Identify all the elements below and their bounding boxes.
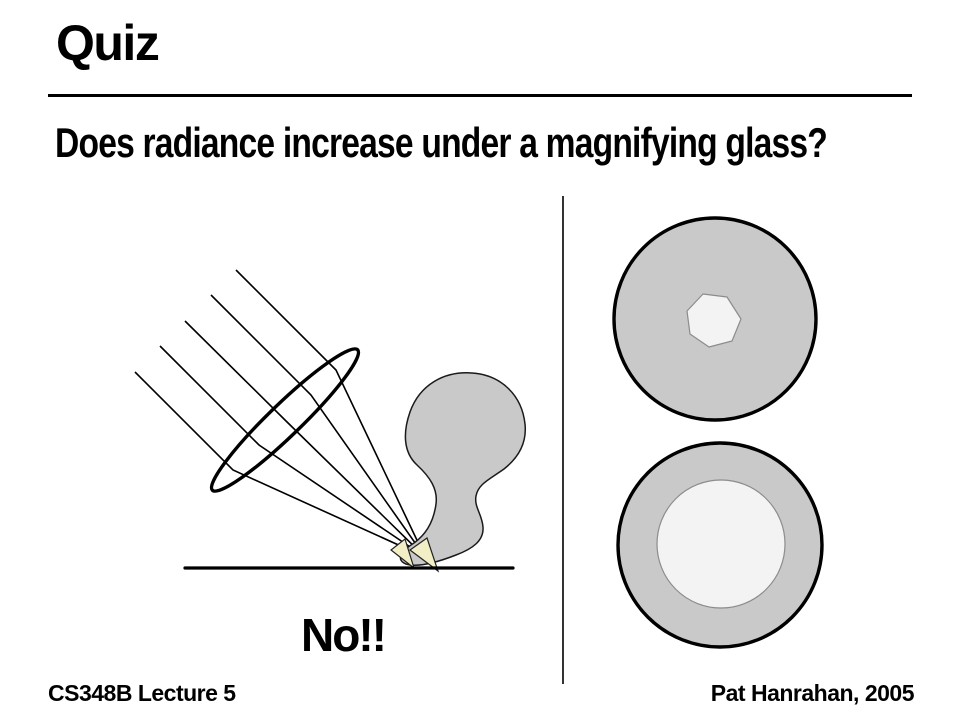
focus-arrow	[390, 537, 416, 570]
magnifying-lens-ellipse	[209, 347, 361, 493]
top-bright-spot	[686, 293, 742, 348]
lens-focus-diagram	[134, 269, 526, 573]
light-ray	[235, 269, 426, 558]
focus-arrow	[408, 537, 440, 573]
answer-text: No!!	[301, 609, 387, 661]
title-underline	[48, 94, 912, 97]
bottom-bright-spot	[656, 479, 786, 609]
footer-credit: Pat Hanrahan, 2005	[710, 680, 915, 706]
light-ray	[184, 320, 426, 558]
light-ray	[159, 345, 426, 558]
slide-title: Quiz	[56, 15, 160, 71]
question-text: Does radiance increase under a magnifyin…	[55, 119, 828, 166]
blob-shape	[399, 372, 526, 567]
spot-comparison-diagram	[612, 216, 824, 649]
footer-course: CS348B Lecture 5	[48, 680, 236, 706]
light-ray	[134, 371, 426, 558]
light-ray	[210, 294, 426, 558]
